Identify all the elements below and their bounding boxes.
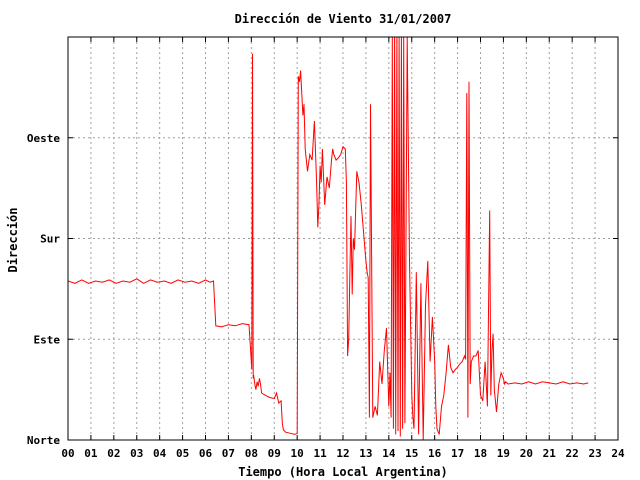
x-tick-label: 24 xyxy=(611,447,625,460)
x-tick-label: 02 xyxy=(107,447,120,460)
y-tick-label: Norte xyxy=(27,434,60,447)
x-tick-labels: 00 01 02 03 04 05 06 07 08 09 10 11 12 13 14 15 16 17 18 19… xyxy=(61,447,625,460)
x-tick-label: 13 xyxy=(359,447,372,460)
y-axis-label: Dirección xyxy=(6,207,20,272)
x-tick-label: 18 xyxy=(474,447,487,460)
y-tick-label: Oeste xyxy=(27,132,60,145)
x-tick-label: 15 xyxy=(405,447,418,460)
wind-direction-series-line xyxy=(67,36,589,441)
x-tick-label: 10 xyxy=(291,447,304,460)
y-tick-labels: Norte Este Sur Oeste xyxy=(27,132,60,447)
x-tick-label: 21 xyxy=(543,447,557,460)
x-tick-label: 09 xyxy=(268,447,281,460)
x-tick-label: 01 xyxy=(84,447,98,460)
x-tick-label: 14 xyxy=(382,447,396,460)
x-tick-label: 04 xyxy=(153,447,167,460)
y-tick-label: Este xyxy=(34,333,61,346)
x-tick-label: 17 xyxy=(451,447,464,460)
x-axis-label: Tiempo (Hora Local Argentina) xyxy=(238,465,448,479)
x-tick-label: 07 xyxy=(222,447,235,460)
x-tick-label: 06 xyxy=(199,447,213,460)
x-tick-label: 00 xyxy=(61,447,74,460)
x-tick-label: 12 xyxy=(336,447,349,460)
x-tick-label: 20 xyxy=(520,447,533,460)
plot-frame xyxy=(67,36,619,441)
y-tick-label: Sur xyxy=(40,233,60,246)
x-tick-label: 11 xyxy=(313,447,327,460)
x-tick-label: 08 xyxy=(245,447,258,460)
series-line-group xyxy=(67,36,589,441)
x-tick-label: 16 xyxy=(428,447,442,460)
x-tick-label: 22 xyxy=(566,447,579,460)
x-tick-label: 19 xyxy=(497,447,510,460)
chart-title: Dirección de Viento 31/01/2007 xyxy=(235,12,452,26)
x-tick-label: 05 xyxy=(176,447,189,460)
x-tick-label: 23 xyxy=(588,447,601,460)
x-tick-label: 03 xyxy=(130,447,143,460)
